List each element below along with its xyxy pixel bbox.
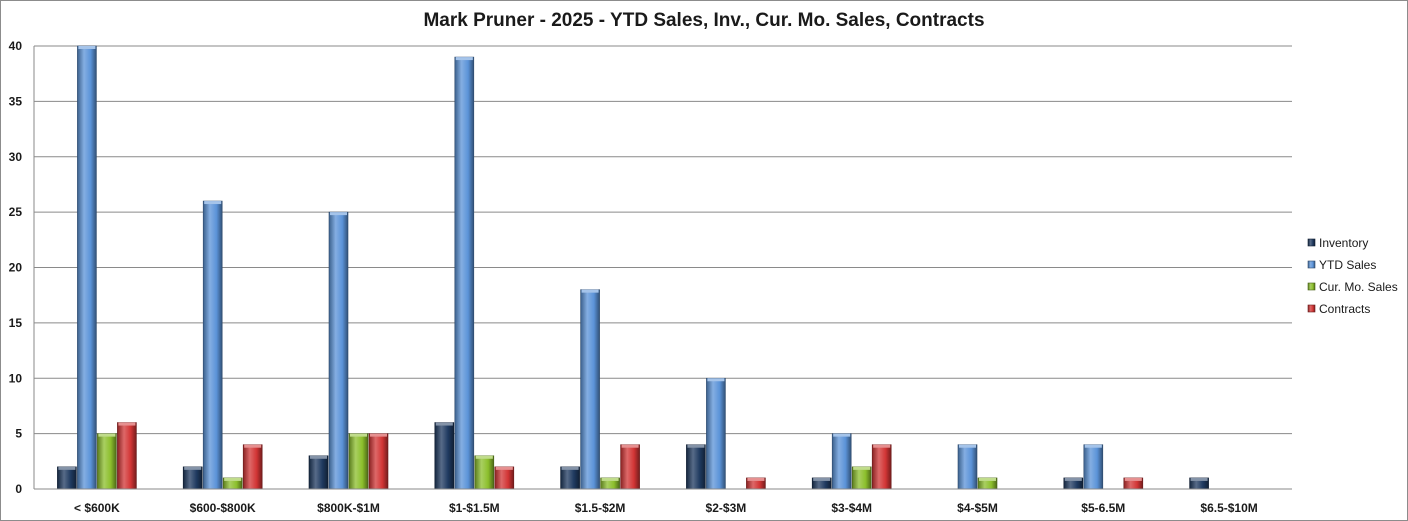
legend-swatch <box>1307 238 1316 247</box>
bar-inventory <box>308 455 329 490</box>
bar-cur-mo-sales <box>348 433 369 490</box>
bar-cap <box>435 422 453 426</box>
bar-cap <box>1064 477 1082 481</box>
y-tick-label: 0 <box>15 482 22 496</box>
bar-cap <box>813 477 831 481</box>
legend-label: YTD Sales <box>1319 258 1376 272</box>
legend-swatch <box>1307 282 1316 291</box>
bar-contracts <box>117 422 137 490</box>
bar-ytd-sales <box>77 45 97 490</box>
y-tick-label: 20 <box>9 261 23 275</box>
bar-cap <box>853 466 871 470</box>
legend-swatch <box>1307 260 1316 269</box>
x-tick-label: $1.5-$2M <box>575 501 626 515</box>
bar-contracts <box>494 466 515 490</box>
bar-cap <box>184 466 202 470</box>
bar-ytd-sales <box>706 377 726 490</box>
x-tick-label: $6.5-$10M <box>1200 501 1257 515</box>
gridlines <box>34 45 1292 435</box>
bar-cur-mo-sales <box>851 466 872 490</box>
legend-label: Inventory <box>1319 236 1368 250</box>
bar-ytd-sales <box>202 200 223 490</box>
bar-cap <box>601 477 619 481</box>
bar-cap <box>979 477 996 481</box>
bar-cap <box>581 289 599 293</box>
bar-contracts <box>871 444 892 490</box>
bar-contracts <box>368 433 389 490</box>
bar-cap <box>1084 444 1102 448</box>
y-tick-label: 25 <box>9 205 23 219</box>
bar-cap <box>495 466 513 470</box>
bar-cap <box>118 422 136 426</box>
bar-inventory <box>182 466 203 490</box>
bar-cap <box>310 455 327 459</box>
bar-cap <box>707 378 725 382</box>
bar-cur-mo-sales <box>474 455 495 490</box>
y-tick-label: 40 <box>9 39 23 53</box>
bar-cap <box>561 466 579 470</box>
bar-inventory <box>686 444 706 490</box>
bar-ytd-sales <box>957 444 978 490</box>
y-tick-label: 35 <box>9 94 23 108</box>
bar-ytd-sales <box>454 56 475 490</box>
bar-cap <box>621 444 639 448</box>
y-tick-label: 30 <box>9 150 23 164</box>
bar-cap <box>78 46 96 49</box>
bar-contracts <box>620 444 640 490</box>
bar-cap <box>1124 477 1142 481</box>
legend-swatch <box>1307 304 1316 313</box>
bar-cap <box>350 433 367 437</box>
bar-inventory <box>57 466 77 490</box>
bar-inventory <box>434 422 455 490</box>
legend-label: Contracts <box>1319 302 1370 316</box>
y-tick-label: 10 <box>9 371 23 385</box>
bar-cap <box>370 433 387 437</box>
chart-title: Mark Pruner - 2025 - YTD Sales, Inv., Cu… <box>423 10 984 31</box>
x-tick-label: $2-$3M <box>706 501 747 515</box>
bar-ytd-sales <box>1083 444 1104 490</box>
bar-cap <box>873 444 891 448</box>
x-tick-label: $800K-$1M <box>317 501 380 515</box>
bar-ytd-sales <box>328 211 349 490</box>
x-tick-label: < $600K <box>74 501 120 515</box>
bar-ytd-sales <box>831 433 852 490</box>
x-tick-label: $5-6.5M <box>1081 501 1125 515</box>
bar-cap <box>58 466 76 470</box>
x-tick-label: $600-$800K <box>190 501 256 515</box>
bar-cur-mo-sales <box>97 433 117 490</box>
bar-cap <box>747 477 765 481</box>
bar-cap <box>687 444 705 448</box>
bar-cap <box>833 433 851 437</box>
bar-cap <box>98 433 116 437</box>
bar-cap <box>224 477 242 481</box>
axes: 0 5 10 15 20 25 30 35 40 < $600K $600-$800K $800K-$… <box>9 39 1292 515</box>
bar-cap <box>204 201 222 205</box>
bar-contracts <box>242 444 263 490</box>
bar-cap <box>1190 477 1208 481</box>
bar-inventory <box>560 466 580 490</box>
bar-cap <box>455 57 473 61</box>
bar-cap <box>330 212 347 216</box>
bar-cap <box>475 455 493 459</box>
legend-label: Cur. Mo. Sales <box>1319 280 1398 294</box>
legend: Inventory YTD Sales Cur. Mo. Sales Contract… <box>1307 236 1398 316</box>
bar-ytd-sales <box>580 289 600 490</box>
x-tick-label: $3-$4M <box>831 501 872 515</box>
x-tick-label: $1-$1.5M <box>449 501 500 515</box>
x-tick-label: $4-$5M <box>957 501 998 515</box>
bar-cap <box>959 444 976 448</box>
bar-cap <box>244 444 262 448</box>
y-tick-label: 5 <box>15 427 22 441</box>
bars <box>57 45 1209 490</box>
y-tick-label: 15 <box>9 316 23 330</box>
